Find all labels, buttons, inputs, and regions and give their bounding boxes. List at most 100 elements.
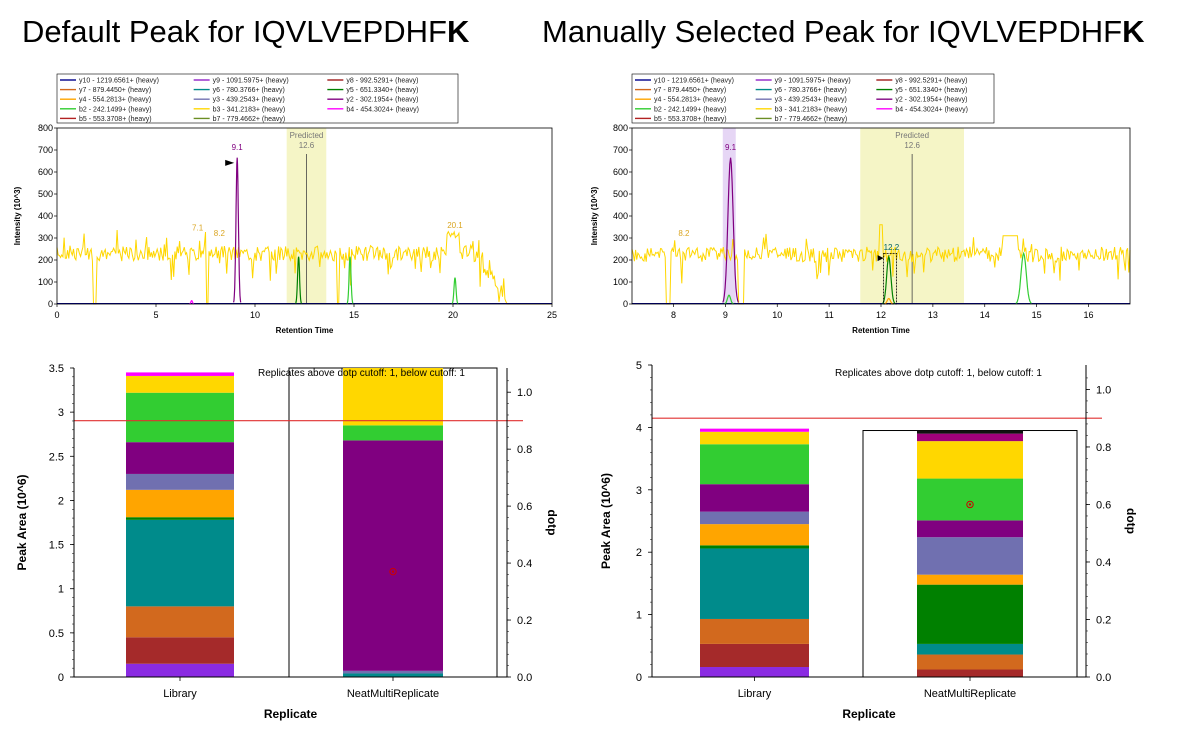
bar-segment xyxy=(700,545,809,549)
x-axis-title: Replicate xyxy=(842,707,896,721)
x-tick-label: 14 xyxy=(980,310,990,320)
legend-label: y10 - 1219.6561+ (heavy) xyxy=(654,78,734,85)
y-tick-label: 3 xyxy=(58,407,64,419)
x-tick-label: Library xyxy=(163,688,197,700)
y-tick-label: 3 xyxy=(636,485,642,497)
legend-label: b5 - 553.3708+ (heavy) xyxy=(79,116,152,123)
predicted-rt: 12.6 xyxy=(299,141,315,150)
x-axis-title: Replicate xyxy=(264,707,318,721)
x-tick-label: 13 xyxy=(928,310,938,320)
legend-label: b7 - 779.4662+ (heavy) xyxy=(213,116,286,123)
legend-label: b5 - 553.3708+ (heavy) xyxy=(654,116,727,123)
y-tick-label: 1.5 xyxy=(49,540,64,552)
bar-segment xyxy=(126,392,234,443)
x-tick-label: 12 xyxy=(876,310,886,320)
y-axis-title: Peak Area (10^6) xyxy=(15,475,29,571)
legend-label: y8 - 992.5291+ (heavy) xyxy=(895,78,967,85)
peak-label: 8.2 xyxy=(214,229,226,238)
chrom-manual-legend: y10 - 1219.6561+ (heavy) y9 - 1091.5975+ … xyxy=(631,73,995,124)
title-manual-peak: Manually Selected Peak for IQVLVEPDHFK xyxy=(542,14,1145,49)
bar-segment xyxy=(126,517,234,520)
y2-tick-label: 0.8 xyxy=(1096,442,1111,454)
y-tick-label: 2.5 xyxy=(49,451,64,463)
x-tick-label: 25 xyxy=(547,310,557,320)
y-tick-label: 0 xyxy=(58,672,64,684)
bar-segment xyxy=(126,489,234,518)
y-tick-label: 1 xyxy=(636,610,642,622)
y-tick-label: 300 xyxy=(613,233,628,243)
bar-segment xyxy=(126,637,234,664)
bar-segment xyxy=(343,440,443,671)
legend-label: y6 - 780.3766+ (heavy) xyxy=(775,87,847,94)
x-tick-label: 9 xyxy=(723,310,728,320)
title-default-peak: Default Peak for IQVLVEPDHFK xyxy=(22,14,470,49)
bar-segment xyxy=(917,520,1023,538)
bar-segment xyxy=(917,643,1023,655)
bar-segment xyxy=(700,431,809,445)
legend-label: y3 - 439.2543+ (heavy) xyxy=(213,97,285,104)
y2-axis-title: dotp xyxy=(1124,508,1138,534)
bar-segment xyxy=(700,643,809,668)
x-axis-title: Retention Time xyxy=(852,326,910,335)
bar-segment xyxy=(700,444,809,485)
legend-label: y2 - 302.1954+ (heavy) xyxy=(895,97,967,104)
legend-label: y9 - 1091.5975+ (heavy) xyxy=(775,78,851,85)
y-axis-title: Intensity (10^3) xyxy=(590,186,599,245)
y-tick-label: 400 xyxy=(613,211,628,221)
x-axis-title: Retention Time xyxy=(276,326,334,335)
legend-label: b7 - 779.4662+ (heavy) xyxy=(775,116,848,123)
y2-tick-label: 0.6 xyxy=(517,501,532,513)
y-tick-label: 500 xyxy=(613,189,628,199)
x-tick-label: NeatMultiReplicate xyxy=(924,688,1016,700)
y-tick-label: 100 xyxy=(613,277,628,287)
y2-tick-label: 0.4 xyxy=(517,558,532,570)
legend-label: y3 - 439.2543+ (heavy) xyxy=(775,97,847,104)
x-tick-label: 15 xyxy=(349,310,359,320)
x-tick-label: 0 xyxy=(54,310,59,320)
bar-segment xyxy=(917,478,1023,521)
y2-tick-label: 0.6 xyxy=(1096,499,1111,511)
peak-y5 xyxy=(295,256,303,304)
y-tick-label: 1 xyxy=(58,584,64,596)
y-tick-label: 100 xyxy=(38,277,53,287)
legend-label: b2 - 242.1499+ (heavy) xyxy=(654,106,727,113)
y-tick-label: 5 xyxy=(636,360,642,372)
bar-segment xyxy=(700,484,809,512)
peak-y4 xyxy=(884,297,894,305)
y2-tick-label: 1.0 xyxy=(1096,384,1111,396)
y-tick-label: 700 xyxy=(613,145,628,155)
legend-label: y4 - 554.2813+ (heavy) xyxy=(79,97,151,104)
cutoff-note: Replicates above dotp cutoff: 1, below c… xyxy=(835,368,1042,379)
y-tick-label: 2 xyxy=(58,495,64,507)
y-tick-label: 600 xyxy=(38,167,53,177)
predicted-label: Predicted xyxy=(290,131,324,140)
bar-segment xyxy=(343,368,443,426)
dotp-marker xyxy=(389,567,397,576)
bar-segment xyxy=(917,433,1023,442)
y-tick-label: 4 xyxy=(636,422,642,434)
peak-label: 9.1 xyxy=(232,143,244,152)
peak-marker xyxy=(225,159,235,166)
dotp-marker-center xyxy=(968,503,972,506)
bar-segment xyxy=(917,574,1023,585)
x-tick-label: 11 xyxy=(824,310,833,320)
peak-label: 12.2 xyxy=(884,243,900,252)
x-tick-label: Library xyxy=(738,688,772,700)
y-axis-title: Intensity (10^3) xyxy=(13,186,22,245)
legend-label: y10 - 1219.6561+ (heavy) xyxy=(79,78,159,85)
bar-segment xyxy=(917,441,1023,479)
y-tick-label: 0 xyxy=(623,299,628,309)
predicted-label: Predicted xyxy=(895,131,929,140)
y-tick-label: 700 xyxy=(38,145,53,155)
peak-y2 xyxy=(233,157,242,303)
area-manual: Replicates above dotp cutoff: 1, below c… xyxy=(599,360,1138,721)
peak-b2 xyxy=(1015,251,1032,304)
y-tick-label: 800 xyxy=(613,123,628,133)
legend-label: b3 - 341.2183+ (heavy) xyxy=(213,106,286,113)
bar-segment xyxy=(343,673,443,677)
legend-label: y5 - 651.3340+ (heavy) xyxy=(346,87,418,94)
x-tick-label: 10 xyxy=(772,310,782,320)
y-tick-label: 300 xyxy=(38,233,53,243)
bar-segment xyxy=(917,654,1023,670)
